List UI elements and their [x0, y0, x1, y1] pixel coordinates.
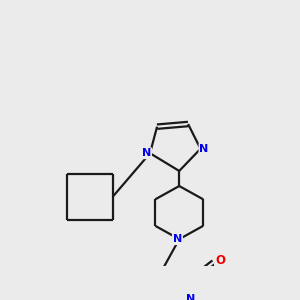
Text: N: N — [200, 144, 209, 154]
Text: N: N — [186, 294, 195, 300]
Text: N: N — [173, 234, 182, 244]
Text: N: N — [142, 148, 151, 158]
Text: O: O — [215, 254, 225, 267]
